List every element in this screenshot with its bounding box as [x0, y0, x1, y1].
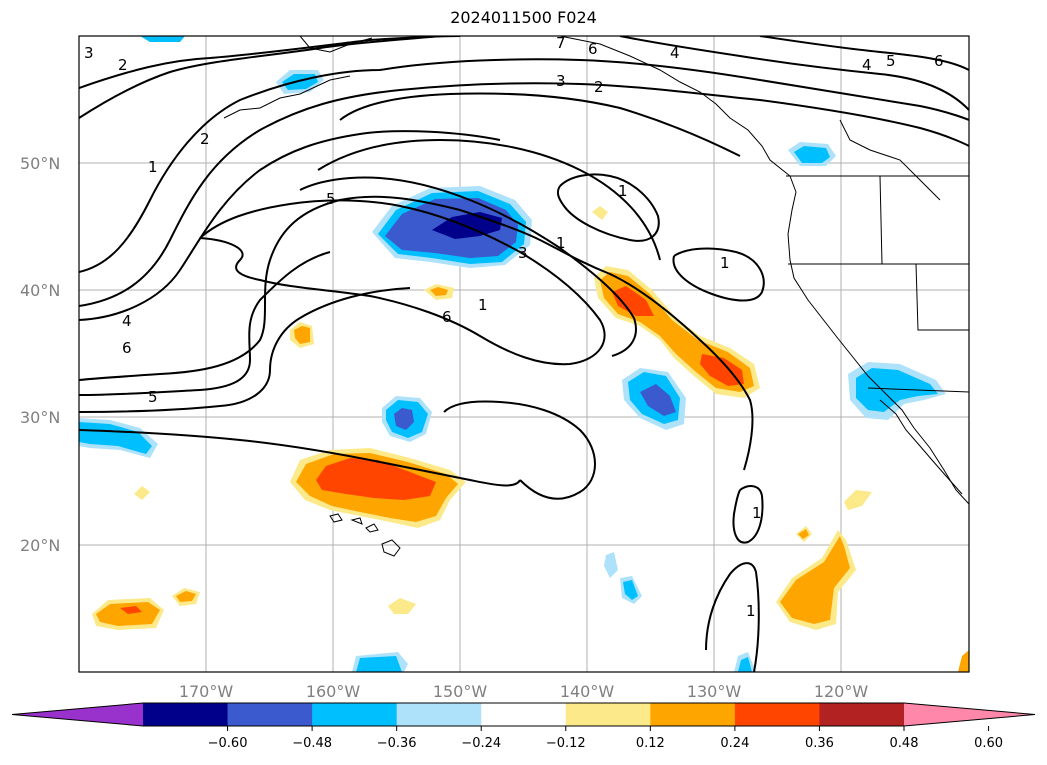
- contour-label: 1: [746, 602, 756, 620]
- neg-area-socal: [848, 362, 946, 420]
- contour-label: 6: [122, 339, 132, 357]
- lat-label-40n: 40°N: [20, 281, 60, 300]
- contour-label: 2: [594, 78, 604, 96]
- contour-label: 1: [752, 504, 762, 522]
- colorbar: −0.60 −0.48 −0.36 −0.24 −0.12 0.12 0.24 0.36 0.4…: [11, 702, 1036, 751]
- hawaiian-islands: [329, 513, 401, 557]
- colorbar-tick-label: 0.24: [720, 736, 749, 751]
- contour-label: 4: [670, 44, 680, 62]
- colorbar-segment: [481, 703, 567, 726]
- colorbar-tick-label: −0.60: [208, 736, 248, 751]
- colorbar-segment: [143, 703, 229, 726]
- contour-label: 1: [618, 182, 628, 200]
- map-frame: [78, 35, 970, 673]
- lat-label-50n: 50°N: [20, 154, 60, 173]
- neg-area-mid: [382, 396, 432, 442]
- map-content: 3 2 1 2 5 3 1 4 6 5 6 1 7 6 2 3 4 5 4 6 …: [79, 34, 969, 672]
- contour-label: 3: [518, 244, 528, 262]
- colorbar-segment: [312, 703, 398, 726]
- lon-label-170w: 170°W: [179, 682, 234, 701]
- colorbar-tick-label: −0.12: [546, 736, 586, 751]
- colorbar-tick-label: 0.60: [974, 736, 1003, 751]
- colorbar-outline: [11, 702, 1036, 727]
- contour-label: 5: [886, 52, 896, 70]
- colorbar-segment: [565, 703, 651, 726]
- positive-anomaly-areas: [92, 206, 969, 672]
- colorbar-extend-high: [904, 703, 1035, 726]
- contour-label: 1: [478, 296, 488, 314]
- contour-label: 5: [326, 190, 336, 208]
- colorbar-segment: [734, 703, 820, 726]
- contour-label: 5: [148, 388, 158, 406]
- colorbar-extend-low: [12, 703, 143, 726]
- pos-area-small: [92, 206, 969, 672]
- pos-area-south-east: [776, 490, 872, 630]
- colorbar-tick-label: −0.48: [292, 736, 332, 751]
- lon-label-160w: 160°W: [306, 682, 361, 701]
- colorbar-segment: [227, 703, 313, 726]
- neg-area-coast-north: [788, 142, 836, 166]
- colorbar-tick-label: 0.48: [890, 736, 919, 751]
- contour-label: 6: [588, 40, 598, 58]
- lon-label-140w: 140°W: [560, 682, 615, 701]
- contour-label: 6: [934, 52, 944, 70]
- colorbar-segment: [819, 703, 905, 726]
- contour-label: 2: [200, 130, 210, 148]
- contour-label: 1: [556, 234, 566, 252]
- latitude-labels: 50°N 40°N 30°N 20°N: [20, 154, 60, 555]
- contour-label: 1: [148, 158, 158, 176]
- lat-label-30n: 30°N: [20, 408, 60, 427]
- contour-label: 1: [720, 254, 730, 272]
- coastlines: [223, 36, 969, 505]
- contour-label: 7: [556, 34, 566, 52]
- colorbar-tick-label: 0.36: [805, 736, 834, 751]
- colorbar-tick-label: −0.24: [461, 736, 501, 751]
- contour-label: 3: [556, 72, 566, 90]
- contour-lines: [79, 36, 969, 672]
- contour-label: 6: [442, 308, 452, 326]
- contour-label: 4: [862, 56, 872, 74]
- lat-label-20n: 20°N: [20, 536, 60, 555]
- contour-label: 3: [84, 44, 94, 62]
- neg-area-south: [352, 552, 756, 672]
- colorbar-segment: [650, 703, 736, 726]
- lon-label-150w: 150°W: [433, 682, 488, 701]
- contour-labels: 3 2 1 2 5 3 1 4 6 5 6 1 7 6 2 3 4 5 4 6 …: [84, 34, 944, 620]
- colorbar-tick-label: −0.36: [377, 736, 417, 751]
- contour-label: 4: [122, 312, 132, 330]
- map-title: 2024011500 F024: [450, 8, 597, 27]
- pos-area-diagonal: [594, 266, 760, 398]
- contour-label: 2: [118, 56, 128, 74]
- colorbar-segment: [396, 703, 482, 726]
- lon-label-130w: 130°W: [687, 682, 742, 701]
- longitude-labels: 170°W 160°W 150°W 140°W 130°W 120°W: [179, 682, 869, 701]
- lon-label-120w: 120°W: [814, 682, 869, 701]
- neg-area-east-pacific: [622, 368, 686, 430]
- colorbar-tick-label: 0.12: [636, 736, 665, 751]
